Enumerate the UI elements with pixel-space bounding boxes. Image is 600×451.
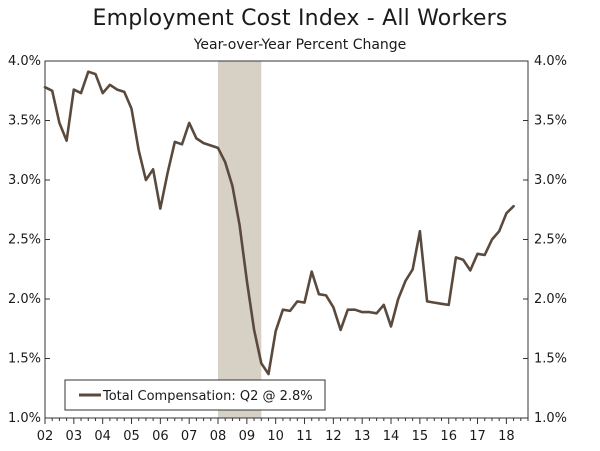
y-tick-label-right: 1.0% [534, 411, 567, 426]
y-tick-label-left: 1.0% [8, 411, 41, 426]
y-tick-label-left: 3.0% [8, 173, 41, 188]
y-tick-label-left: 3.5% [8, 114, 41, 129]
chart-title: Employment Cost Index - All Workers [92, 6, 508, 31]
x-tick-label: 10 [267, 429, 284, 444]
x-tick-label: 03 [66, 429, 83, 444]
y-tick-label-left: 2.0% [8, 292, 41, 307]
y-tick-label-left: 4.0% [8, 54, 41, 69]
legend-label: Total Compensation: Q2 @ 2.8% [102, 389, 313, 404]
x-tick-label: 17 [469, 429, 486, 444]
y-tick-label-right: 4.0% [534, 54, 567, 69]
y-tick-label-left: 1.5% [8, 352, 41, 367]
legend-box [64, 379, 326, 411]
x-tick-label: 02 [37, 429, 54, 444]
x-tick-label: 18 [498, 429, 515, 444]
y-tick-label-right: 2.5% [534, 233, 567, 248]
chart-subtitle: Year-over-Year Percent Change [193, 37, 407, 53]
recession-shading [218, 61, 262, 418]
y-tick-label-right: 3.0% [534, 173, 567, 188]
x-tick-label: 07 [181, 429, 198, 444]
y-tick-label-right: 1.5% [534, 352, 567, 367]
x-tick-label: 14 [383, 429, 400, 444]
x-tick-label: 16 [440, 429, 457, 444]
y-tick-label-left: 2.5% [8, 233, 41, 248]
x-tick-label: 05 [123, 429, 140, 444]
x-tick-label: 09 [239, 429, 256, 444]
y-tick-label-right: 3.5% [534, 114, 567, 129]
y-tick-label-right: 2.0% [534, 292, 567, 307]
x-tick-label: 12 [325, 429, 342, 444]
x-tick-label: 13 [354, 429, 371, 444]
x-tick-label: 08 [210, 429, 227, 444]
x-tick-label: 06 [152, 429, 169, 444]
x-tick-label: 15 [412, 429, 429, 444]
series-line-total-compensation [43, 70, 515, 376]
plot-frame [44, 60, 529, 419]
x-tick-label: 04 [94, 429, 111, 444]
x-tick-label: 11 [296, 429, 313, 444]
